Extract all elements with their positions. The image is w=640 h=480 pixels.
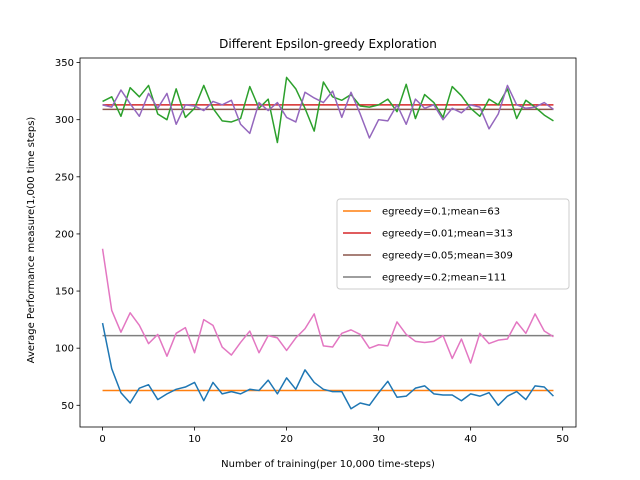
y-tick-label: 250	[55, 172, 74, 183]
legend-box	[336, 198, 570, 290]
x-tick-label: 30	[372, 434, 385, 445]
series-line-2	[102, 76, 554, 144]
y-tick-label: 300	[55, 115, 74, 126]
y-tick-label: 350	[55, 58, 74, 69]
plot-area	[101, 76, 554, 410]
y-axis-label: Average Performance measure(1,000 time s…	[26, 117, 37, 364]
series-line-3	[102, 84, 554, 139]
y-tick-label: 100	[55, 344, 74, 355]
legend: egreedy=0.1;mean=63 egreedy=0.01;mean=313…	[336, 198, 570, 290]
x-tick-label: 10	[188, 434, 201, 445]
x-tick-label: 40	[464, 434, 477, 445]
legend-label: egreedy=0.1;mean=63	[382, 207, 500, 218]
legend-label: egreedy=0.05;mean=309	[382, 251, 513, 262]
axes: 0 10 20 30 40 50 50 100 150 200 250 300 350	[55, 57, 577, 445]
y-tick-label: 200	[55, 229, 74, 240]
series-line-4	[101, 248, 554, 364]
x-tick-label: 0	[99, 434, 105, 445]
y-tick-label: 150	[55, 287, 74, 298]
series-line-1	[101, 322, 554, 410]
legend-label: egreedy=0.01;mean=313	[382, 229, 513, 240]
axes-frame	[79, 57, 577, 428]
chart-title: Different Epsilon-greedy Exploration	[219, 37, 437, 51]
x-axis-label: Number of training(per 10,000 time-steps…	[221, 459, 435, 470]
legend-label: egreedy=0.2;mean=111	[382, 273, 506, 284]
x-tick-label: 50	[556, 434, 569, 445]
y-tick-label: 50	[61, 401, 74, 412]
x-tick-label: 20	[280, 434, 293, 445]
